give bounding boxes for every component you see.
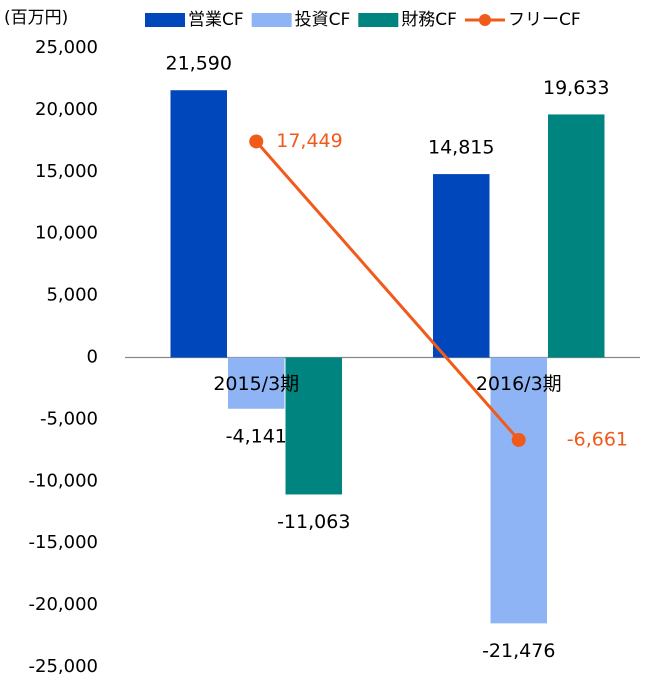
y-tick-label: 20,000 — [35, 99, 98, 120]
value-label: 14,815 — [428, 137, 494, 159]
y-tick-label: 5,000 — [46, 285, 98, 306]
unit-label: (百万円) — [4, 8, 68, 28]
line-value-label: 17,449 — [276, 130, 342, 152]
bar — [548, 114, 605, 358]
bar — [228, 357, 285, 409]
line-point — [249, 134, 264, 149]
value-label: -4,141 — [226, 425, 287, 447]
value-label: -11,063 — [277, 511, 350, 533]
legend-label: フリーCF — [508, 10, 581, 30]
y-tick-label: 15,000 — [35, 161, 98, 182]
x-tick-label: 2016/3期 — [476, 373, 562, 395]
y-tick-label: -15,000 — [29, 532, 98, 553]
line — [255, 140, 520, 441]
y-tick-label: -20,000 — [29, 594, 98, 615]
y-tick-label: -25,000 — [29, 656, 98, 677]
bar — [170, 90, 227, 358]
legend-label: 営業CF — [188, 10, 244, 30]
legend-swatch — [251, 13, 292, 27]
bar — [490, 357, 547, 624]
legend-label: 財務CF — [401, 10, 457, 30]
line-point — [511, 432, 526, 447]
line-value-label: -6,661 — [567, 428, 628, 450]
legend-swatch — [145, 13, 185, 27]
y-tick-label: -5,000 — [40, 408, 98, 429]
value-label: -21,476 — [482, 640, 555, 662]
bar — [285, 357, 342, 495]
value-label: 19,633 — [543, 77, 609, 99]
y-tick-label: 25,000 — [35, 37, 98, 58]
legend-marker — [478, 14, 491, 26]
y-tick-label: 10,000 — [35, 223, 98, 244]
legend-swatch — [358, 13, 399, 27]
x-tick-label: 2015/3期 — [213, 373, 299, 395]
y-tick-label: -10,000 — [29, 470, 98, 491]
value-label: 21,590 — [166, 53, 232, 75]
y-tick-label: 0 — [87, 347, 98, 368]
bar — [433, 174, 490, 358]
legend-label: 投資CF — [295, 10, 351, 30]
